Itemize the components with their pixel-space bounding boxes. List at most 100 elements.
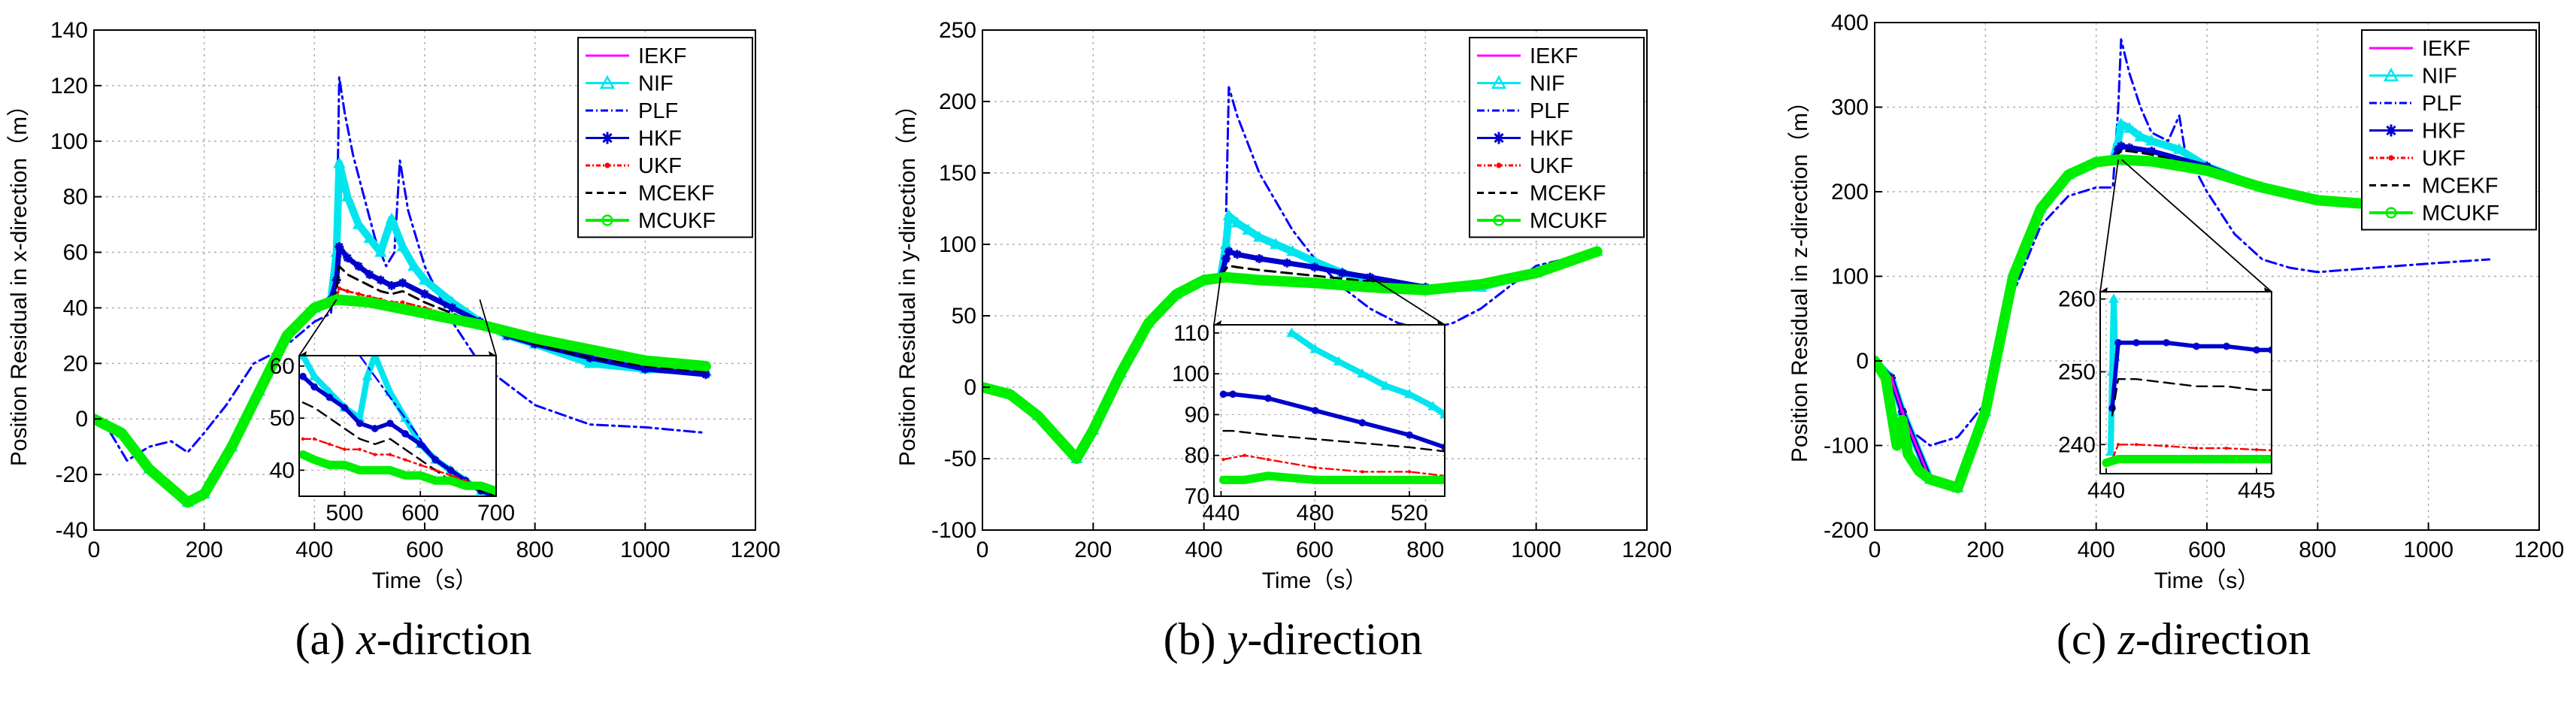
main-point-nif: [2134, 130, 2147, 141]
inset-point-ukf: [1266, 457, 1270, 462]
main-point-mcukf: [1981, 407, 1990, 417]
inset-point-nif: [400, 412, 411, 423]
subfigure-caption: (c) z-direction: [2057, 614, 2311, 664]
legend-label-mcukf: MCUKF: [1530, 209, 1607, 233]
inset-point-mcukf: [462, 482, 470, 490]
main-point-mcukf: [1892, 441, 1902, 450]
series-group: [1875, 38, 2496, 493]
inset-point-mcukf: [416, 471, 425, 480]
inset-point-hkf: [1358, 419, 1367, 427]
x-tick-label: 0: [976, 538, 989, 562]
inset-point-nif: [369, 356, 380, 360]
x-tick-label: 400: [1185, 538, 1223, 562]
inset-point-hkf: [2253, 346, 2260, 354]
y-tick-label: -100: [1824, 434, 1869, 459]
inset-series-line-ukf: [301, 438, 496, 492]
inset-point-mcukf: [477, 482, 485, 490]
inset-point-nif: [309, 371, 320, 380]
main-point-mcukf: [1421, 285, 1430, 295]
inset-point-hkf: [2133, 338, 2140, 347]
main-point-hkf: [2116, 141, 2126, 151]
main-point-hkf: [365, 270, 374, 280]
main-point-mcukf: [640, 356, 650, 365]
inset-y-tick-label: 240: [2058, 432, 2096, 457]
inset-x-tick-label: 700: [477, 501, 515, 526]
y-tick-label: 0: [964, 375, 976, 400]
y-tick-label: 400: [1831, 11, 1869, 35]
inset-point-mcukf: [1405, 476, 1414, 484]
legend-marker-ukf: [2388, 155, 2394, 161]
main-point-mcukf: [2063, 170, 2073, 180]
legend-label-hkf: HKF: [1530, 127, 1573, 151]
x-tick-label: 0: [1869, 538, 1881, 562]
inset-point-ukf: [403, 458, 407, 462]
legend-label-ukf: UKF: [638, 154, 682, 178]
inset-point-mcukf: [401, 471, 410, 480]
inset-point-nif: [1333, 356, 1344, 365]
main-point-hkf: [640, 364, 650, 374]
inset-point-ukf: [419, 463, 422, 467]
main-point-mcukf: [183, 498, 192, 508]
main-point-nif: [2173, 143, 2186, 154]
inset-point-nif: [2108, 293, 2119, 303]
main-point-ukf: [345, 289, 350, 293]
y-axis-label: Position Residual in z-direction（m）: [1787, 90, 1812, 462]
inset-point-ukf: [301, 437, 305, 441]
x-axis-label: Time（s）: [2154, 568, 2260, 593]
y-tick-label: 100: [50, 129, 88, 154]
y-tick-label: 300: [1831, 95, 1869, 120]
legend-label-plf: PLF: [2422, 92, 2462, 116]
inset-point-hkf: [325, 393, 334, 401]
inset-y-tick-label: 260: [2058, 287, 2096, 312]
inset-series-line-mcukf: [1218, 471, 1445, 484]
inset-point-hkf: [1311, 407, 1319, 414]
inset-point-hkf: [1406, 431, 1413, 439]
main-point-ukf: [337, 286, 342, 291]
main-point-nif: [2114, 117, 2127, 129]
legend-label-mcukf: MCUKF: [638, 209, 716, 233]
inset-x-tick-label: 445: [2238, 478, 2275, 503]
inset-x-tick-label: 500: [325, 501, 363, 526]
x-tick-label: 1200: [731, 538, 781, 562]
series-group: [94, 76, 713, 508]
main-point-mcukf: [475, 320, 485, 329]
main-point-mcukf: [117, 428, 126, 438]
x-tick-label: 1000: [620, 538, 670, 562]
inset-point-mcukf: [299, 450, 307, 459]
caption-text: -direction: [2136, 614, 2311, 664]
main-point-hkf: [1232, 250, 1242, 259]
main-point-nif: [1230, 216, 1243, 228]
main-point-mcukf: [2036, 204, 2046, 214]
caption-text: -direction: [1247, 614, 1422, 664]
legend: IEKF NIF PLF HKF UKF MCEKF MCUKF: [577, 37, 753, 238]
main-point-hkf: [387, 280, 396, 290]
main-point-nif: [418, 273, 431, 285]
inset-point-nif: [362, 371, 373, 380]
inset-point-mcukf: [1440, 476, 1445, 484]
inset-series-line-mcukf: [2102, 455, 2272, 468]
legend-marker-hkf: [1493, 132, 1505, 144]
legend-box: [2361, 29, 2537, 231]
zoom-connector-right: [479, 299, 497, 356]
inset-point-ukf: [343, 447, 347, 451]
inset-x-tick-label: 600: [401, 501, 439, 526]
inset-point-ukf: [2194, 446, 2199, 450]
main-point-mcukf: [1116, 368, 1126, 378]
y-tick-label: 50: [952, 304, 976, 329]
y-tick-label: 80: [63, 185, 88, 210]
inset-point-ukf: [328, 442, 331, 446]
main-point-nif: [583, 356, 597, 368]
inset-plot: 440 445 240 250 260: [2058, 287, 2275, 503]
legend-label-mcekf: MCEKF: [2422, 174, 2499, 198]
main-point-mcukf: [1897, 415, 1907, 425]
inset-point-mcukf: [371, 466, 379, 474]
main-point-mcukf: [1143, 318, 1154, 328]
inset-point-nif: [1357, 368, 1368, 378]
legend-label-plf: PLF: [638, 99, 678, 123]
main-point-mcukf: [1592, 247, 1602, 256]
legend-marker-ukf: [1496, 162, 1502, 168]
main-point-mcukf: [1072, 453, 1082, 464]
inset-series-line-mcekf: [1222, 429, 1445, 453]
zoom-connector-left: [2099, 159, 2120, 292]
